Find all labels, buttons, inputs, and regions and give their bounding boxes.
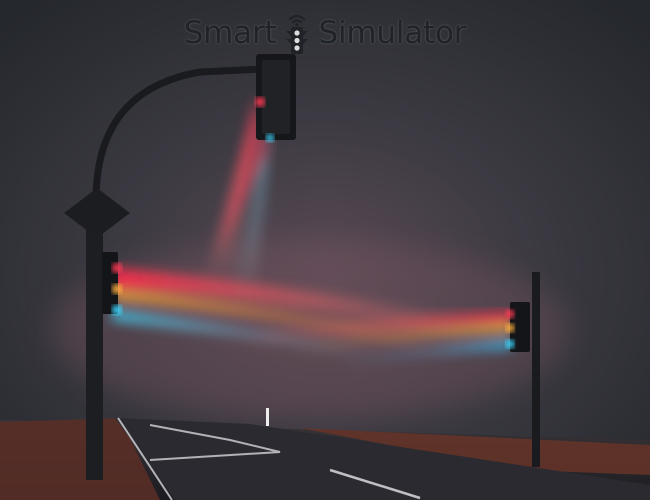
grass-right	[300, 428, 650, 475]
left-signal-head	[102, 252, 118, 314]
road-center-line	[329, 468, 421, 500]
priority-road-sign	[64, 188, 130, 238]
left-traffic-pole	[64, 64, 286, 480]
road-edge-line	[117, 417, 173, 500]
grass-left	[0, 418, 160, 500]
road-post	[266, 408, 269, 426]
road-marking	[149, 424, 281, 461]
overhead-signal-head	[255, 54, 296, 142]
right-signal-head	[510, 302, 530, 352]
right-signal-beams	[240, 312, 512, 366]
right-traffic-pole	[505, 272, 540, 467]
road	[115, 418, 650, 500]
